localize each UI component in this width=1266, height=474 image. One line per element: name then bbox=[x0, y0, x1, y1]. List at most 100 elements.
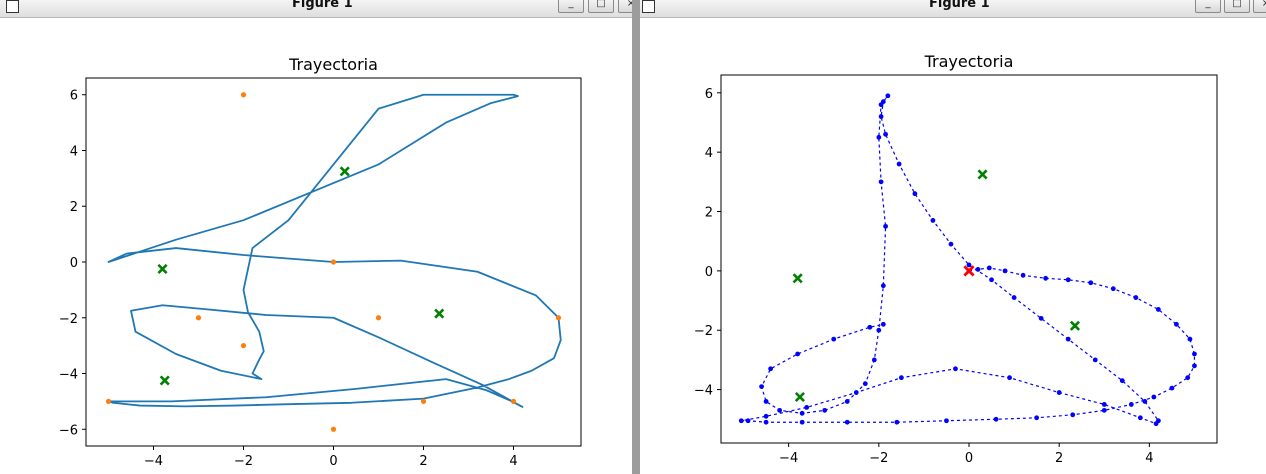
trajectory-point bbox=[1088, 280, 1094, 286]
maximize-button[interactable]: □ bbox=[1224, 0, 1250, 13]
waypoint-marker bbox=[510, 398, 517, 404]
window-divider bbox=[632, 0, 640, 474]
y-tick-label: −6 bbox=[59, 423, 78, 438]
trajectory-point bbox=[1142, 399, 1148, 404]
y-tick-label: 0 bbox=[705, 265, 713, 280]
trajectory-point bbox=[966, 262, 972, 268]
waypoint-marker bbox=[420, 398, 427, 404]
trajectory-point bbox=[777, 407, 783, 413]
obstacle-marker bbox=[792, 273, 803, 284]
x-tick-label: 0 bbox=[329, 454, 337, 469]
obstacle-marker bbox=[977, 169, 988, 180]
x-tick-label: 4 bbox=[1145, 451, 1153, 466]
waypoint-marker bbox=[555, 315, 562, 321]
trajectory-point bbox=[880, 321, 886, 327]
trajectory-point bbox=[862, 381, 868, 387]
window-titlebar[interactable]: Figure 1 _ □ × bbox=[640, 0, 1266, 18]
window-title: Figure 1 bbox=[929, 0, 990, 11]
chart-title: Trayectoria bbox=[924, 52, 1014, 71]
trajectory-point bbox=[763, 419, 769, 425]
minimize-button[interactable]: _ bbox=[558, 0, 584, 13]
y-tick-label: 2 bbox=[70, 200, 78, 215]
y-tick-label: −2 bbox=[59, 312, 78, 327]
trajectory-point bbox=[885, 93, 891, 99]
trajectory-point bbox=[871, 357, 877, 363]
waypoint-marker bbox=[240, 343, 247, 349]
trajectory-path bbox=[741, 95, 1196, 425]
trajectory-point bbox=[844, 399, 850, 404]
trajectory-point bbox=[993, 416, 999, 422]
window-menu-icon[interactable] bbox=[6, 0, 19, 13]
trajectory-point bbox=[763, 413, 769, 419]
trajectory-point bbox=[768, 366, 773, 372]
trajectory-point bbox=[894, 419, 900, 425]
trajectory-point bbox=[1101, 402, 1107, 407]
x-tick-label: 2 bbox=[419, 454, 427, 469]
trajectory-point bbox=[1011, 295, 1017, 300]
trajectory-point bbox=[804, 404, 810, 410]
trajectory-point bbox=[759, 384, 764, 390]
trajectory-point bbox=[1070, 412, 1076, 418]
trajectory-point bbox=[1110, 286, 1116, 292]
trajectory-point bbox=[878, 102, 884, 108]
trajectory-point bbox=[831, 336, 837, 342]
obstacle-marker bbox=[159, 375, 170, 386]
trajectory-point bbox=[883, 131, 888, 137]
trajectory-point bbox=[1065, 336, 1071, 342]
y-tick-label: 6 bbox=[705, 87, 713, 102]
waypoint-marker bbox=[375, 315, 382, 321]
y-tick-label: 4 bbox=[70, 144, 78, 159]
trajectory-point bbox=[878, 114, 884, 119]
trajectory-point bbox=[1174, 321, 1179, 327]
trajectory-point bbox=[953, 366, 958, 372]
trajectory-point bbox=[876, 327, 882, 333]
trajectory-point bbox=[989, 277, 994, 283]
trajectory-point bbox=[878, 179, 884, 185]
trajectory-point bbox=[1034, 415, 1040, 421]
trajectory-chart-left: Trayectoria −4 −2 0 2 4 −6 −4 −2 0 2 4 6 bbox=[59, 55, 582, 469]
trajectory-point bbox=[912, 191, 918, 197]
trajectory-point bbox=[1151, 394, 1157, 400]
obstacle-marker bbox=[1069, 320, 1081, 331]
trajectory-point bbox=[1119, 378, 1125, 384]
trajectory-point bbox=[1155, 418, 1161, 424]
close-button[interactable]: × bbox=[618, 0, 632, 13]
trajectory-point bbox=[896, 161, 902, 167]
trajectory-point bbox=[975, 266, 981, 272]
trajectory-point bbox=[986, 265, 992, 271]
y-tick-label: 2 bbox=[705, 206, 713, 221]
trajectory-point bbox=[944, 418, 949, 424]
trajectory-point bbox=[880, 283, 886, 289]
x-tick-label: 0 bbox=[965, 451, 973, 466]
trajectory-point bbox=[1185, 375, 1191, 381]
obstacle-marker bbox=[157, 263, 168, 275]
y-tick-label: −4 bbox=[694, 384, 713, 399]
x-tick-label: −4 bbox=[779, 451, 798, 466]
maximize-button[interactable]: □ bbox=[588, 0, 614, 13]
trajectory-point bbox=[867, 324, 873, 330]
x-tick-label: −4 bbox=[144, 454, 163, 469]
figure-window-left: Figure 1 _ □ × Trayectoria −4 −2 0 2 4 −6 −4 −2 0… bbox=[0, 0, 632, 474]
trajectory-point bbox=[1056, 390, 1062, 395]
trajectory-point bbox=[948, 241, 954, 247]
trajectory-point bbox=[1192, 363, 1197, 369]
trajectory-point bbox=[1128, 402, 1134, 407]
trajectory-point bbox=[1169, 385, 1175, 391]
trajectory-point bbox=[1133, 295, 1139, 300]
trajectory-point bbox=[1101, 407, 1107, 413]
trajectory-point bbox=[799, 410, 805, 416]
waypoint-marker bbox=[195, 315, 202, 321]
trajectory-point bbox=[1137, 415, 1143, 421]
window-menu-icon[interactable] bbox=[642, 0, 655, 13]
trajectory-point bbox=[853, 390, 859, 395]
window-titlebar[interactable]: Figure 1 _ □ × bbox=[0, 0, 632, 18]
close-button[interactable]: × bbox=[1253, 0, 1266, 13]
trajectory-chart-right: Trayectoria −4 −2 0 2 4 −4 −2 0 2 4 6 bbox=[694, 52, 1218, 466]
obstacle-marker bbox=[339, 166, 350, 177]
y-tick-label: −4 bbox=[59, 368, 78, 383]
x-tick-label: 2 bbox=[1055, 451, 1063, 466]
minimize-button[interactable]: _ bbox=[1195, 0, 1221, 13]
trajectory-line bbox=[107, 93, 562, 408]
window-title: Figure 1 bbox=[292, 0, 353, 11]
trajectory-point bbox=[844, 419, 850, 425]
